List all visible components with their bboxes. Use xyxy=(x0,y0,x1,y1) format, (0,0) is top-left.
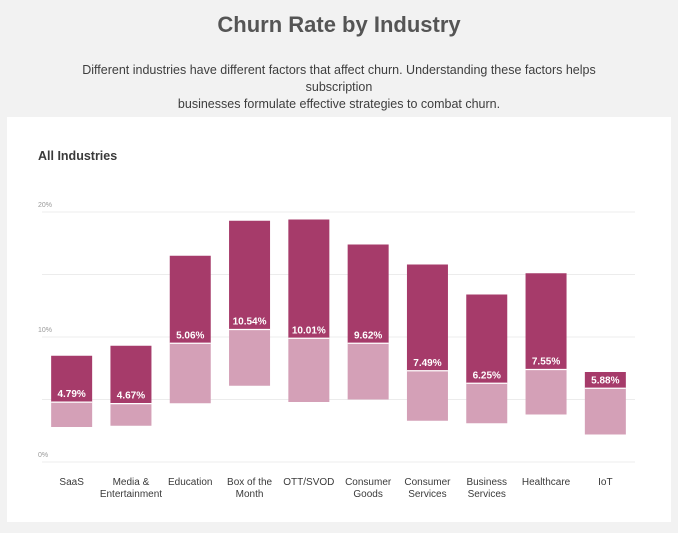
data-label: 5.88% xyxy=(591,375,619,386)
x-tick-label-line: Services xyxy=(408,489,446,500)
bar-chart: 0% 10% 20% 4.79% SaaS 4.67% Media & Entertainme… xyxy=(38,202,635,500)
bar-lower-segment xyxy=(51,402,93,427)
chart-title: All Industries xyxy=(38,149,118,163)
x-tick-label-line: Services xyxy=(468,489,506,500)
data-label: 10.54% xyxy=(233,317,267,328)
bar-lower-segment xyxy=(169,343,211,404)
bar-upper-segment xyxy=(347,244,389,344)
data-label: 4.79% xyxy=(57,389,85,400)
x-tick-label: Consumer Goods xyxy=(345,477,392,500)
bar-lower-segment xyxy=(466,383,508,424)
data-label: 6.25% xyxy=(473,370,501,381)
data-label: 7.49% xyxy=(413,358,441,369)
page-subtitle: Different industries have different fact… xyxy=(60,62,618,113)
x-tick-label: Box of the Month xyxy=(227,477,272,500)
x-tick-label-line: Media & xyxy=(113,477,150,488)
x-tick-label-line: IoT xyxy=(598,477,612,488)
bar-lower-segment xyxy=(110,403,152,426)
x-tick-label-line: Healthcare xyxy=(522,477,571,488)
bar-lower-segment xyxy=(229,329,271,386)
x-tick-label-line: Consumer xyxy=(404,477,451,488)
x-tick-label-line: Goods xyxy=(353,489,382,500)
bar-upper-segment xyxy=(110,345,152,404)
bar-upper-segment xyxy=(466,294,508,384)
x-tick-label-line: SaaS xyxy=(59,477,84,488)
x-tick-label: Education xyxy=(168,477,212,488)
chart-card: All Industries 0% 10% 20% 4.79% SaaS 4.67% Med… xyxy=(7,117,671,522)
y-tick-label: 20% xyxy=(38,202,52,209)
subtitle-line-2: businesses formulate effective strategie… xyxy=(177,97,501,111)
data-label: 9.62% xyxy=(354,330,382,341)
bar-upper-segment xyxy=(51,355,93,403)
x-tick-label-line: Education xyxy=(168,477,212,488)
x-tick-label: SaaS xyxy=(59,477,84,488)
data-label: 7.55% xyxy=(532,357,560,368)
bar-upper-segment xyxy=(288,219,330,339)
bar-upper-segment xyxy=(584,372,626,389)
x-tick-label: OTT/SVOD xyxy=(283,477,334,488)
y-tick-label: 10% xyxy=(38,327,52,334)
bar-upper-segment xyxy=(169,255,211,344)
bar-upper-segment xyxy=(229,220,271,330)
x-tick-label-line: Month xyxy=(236,489,264,500)
data-label: 5.06% xyxy=(176,330,204,341)
bar-lower-segment xyxy=(288,338,330,402)
bar-lower-segment xyxy=(584,388,626,435)
x-tick-label-line: Entertainment xyxy=(100,489,162,500)
data-label: 4.67% xyxy=(117,391,145,402)
x-tick-label: Healthcare xyxy=(522,477,571,488)
x-tick-label-line: Consumer xyxy=(345,477,392,488)
bar-lower-segment xyxy=(525,369,567,415)
x-tick-label: Media & Entertainment xyxy=(100,477,162,500)
y-tick-label: 0% xyxy=(38,452,48,459)
subtitle-line-1: Different industries have different fact… xyxy=(82,63,596,94)
page-title: Churn Rate by Industry xyxy=(217,12,461,37)
data-label: 10.01% xyxy=(292,325,326,336)
bar-upper-segment xyxy=(525,273,567,370)
bar-lower-segment xyxy=(347,343,389,400)
x-tick-label: IoT xyxy=(598,477,612,488)
x-tick-label: Consumer Services xyxy=(404,477,451,500)
bar-upper-segment xyxy=(406,264,448,371)
x-tick-label-line: OTT/SVOD xyxy=(283,477,334,488)
bar-lower-segment xyxy=(406,370,448,421)
x-tick-label-line: Business xyxy=(466,477,507,488)
x-tick-label-line: Box of the xyxy=(227,477,272,488)
x-tick-label: Business Services xyxy=(466,477,507,500)
